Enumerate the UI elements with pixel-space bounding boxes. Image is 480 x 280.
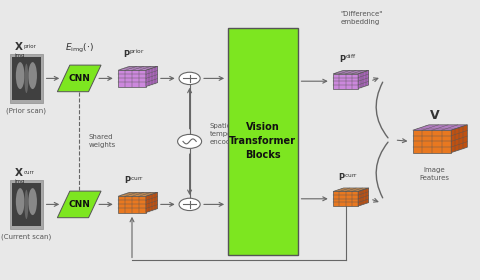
Text: Image
Features: Image Features bbox=[420, 167, 449, 181]
Polygon shape bbox=[58, 191, 101, 218]
Ellipse shape bbox=[28, 188, 37, 215]
Ellipse shape bbox=[24, 64, 28, 93]
Circle shape bbox=[178, 134, 202, 148]
Ellipse shape bbox=[16, 62, 24, 89]
Polygon shape bbox=[333, 192, 358, 206]
Text: img: img bbox=[14, 53, 25, 58]
Text: $\mathbf{P}^{\rm diff}$: $\mathbf{P}^{\rm diff}$ bbox=[339, 53, 357, 66]
Text: prior: prior bbox=[24, 44, 37, 49]
Text: $\mathbf{X}$: $\mathbf{X}$ bbox=[14, 40, 24, 52]
Text: curr: curr bbox=[24, 170, 35, 175]
Text: V: V bbox=[430, 109, 439, 122]
Text: S: S bbox=[192, 137, 198, 146]
Polygon shape bbox=[146, 66, 157, 87]
Polygon shape bbox=[118, 196, 146, 213]
Text: $E_{\rm img}(\cdot)$: $E_{\rm img}(\cdot)$ bbox=[65, 41, 94, 55]
Ellipse shape bbox=[28, 62, 37, 89]
Polygon shape bbox=[333, 74, 358, 88]
Circle shape bbox=[179, 72, 200, 85]
FancyBboxPatch shape bbox=[10, 54, 43, 103]
Polygon shape bbox=[333, 70, 369, 74]
Text: $\mathbf{P}^{\rm curr}$: $\mathbf{P}^{\rm curr}$ bbox=[338, 171, 358, 183]
Text: CNN: CNN bbox=[68, 74, 90, 83]
Text: "Difference"
embedding: "Difference" embedding bbox=[341, 11, 383, 25]
Polygon shape bbox=[333, 188, 369, 192]
FancyBboxPatch shape bbox=[12, 183, 41, 226]
Polygon shape bbox=[358, 70, 369, 88]
Text: $\mathbf{P}^{\rm curr}$: $\mathbf{P}^{\rm curr}$ bbox=[124, 175, 144, 186]
Polygon shape bbox=[358, 188, 369, 206]
Text: Spatio-
temporal
encodings: Spatio- temporal encodings bbox=[210, 123, 245, 145]
Text: $\mathbf{P}^{\rm prior}$: $\mathbf{P}^{\rm prior}$ bbox=[123, 48, 145, 60]
Ellipse shape bbox=[16, 188, 24, 215]
Polygon shape bbox=[118, 192, 157, 196]
Text: img: img bbox=[14, 179, 25, 184]
Polygon shape bbox=[413, 130, 451, 153]
Polygon shape bbox=[413, 125, 468, 130]
Text: Vision
Transformer
Blocks: Vision Transformer Blocks bbox=[229, 122, 296, 160]
FancyBboxPatch shape bbox=[228, 28, 298, 255]
Polygon shape bbox=[58, 65, 101, 92]
Text: Shared
weights: Shared weights bbox=[89, 134, 116, 148]
Ellipse shape bbox=[24, 190, 28, 219]
Polygon shape bbox=[451, 125, 468, 153]
FancyBboxPatch shape bbox=[12, 57, 41, 100]
Text: (Prior scan): (Prior scan) bbox=[6, 108, 47, 114]
FancyBboxPatch shape bbox=[10, 180, 43, 229]
Polygon shape bbox=[118, 70, 146, 87]
Circle shape bbox=[179, 198, 200, 211]
Polygon shape bbox=[118, 66, 157, 70]
Text: CNN: CNN bbox=[68, 200, 90, 209]
Text: $\mathbf{X}$: $\mathbf{X}$ bbox=[14, 166, 24, 178]
Text: (Current scan): (Current scan) bbox=[1, 234, 51, 240]
Polygon shape bbox=[146, 192, 157, 213]
